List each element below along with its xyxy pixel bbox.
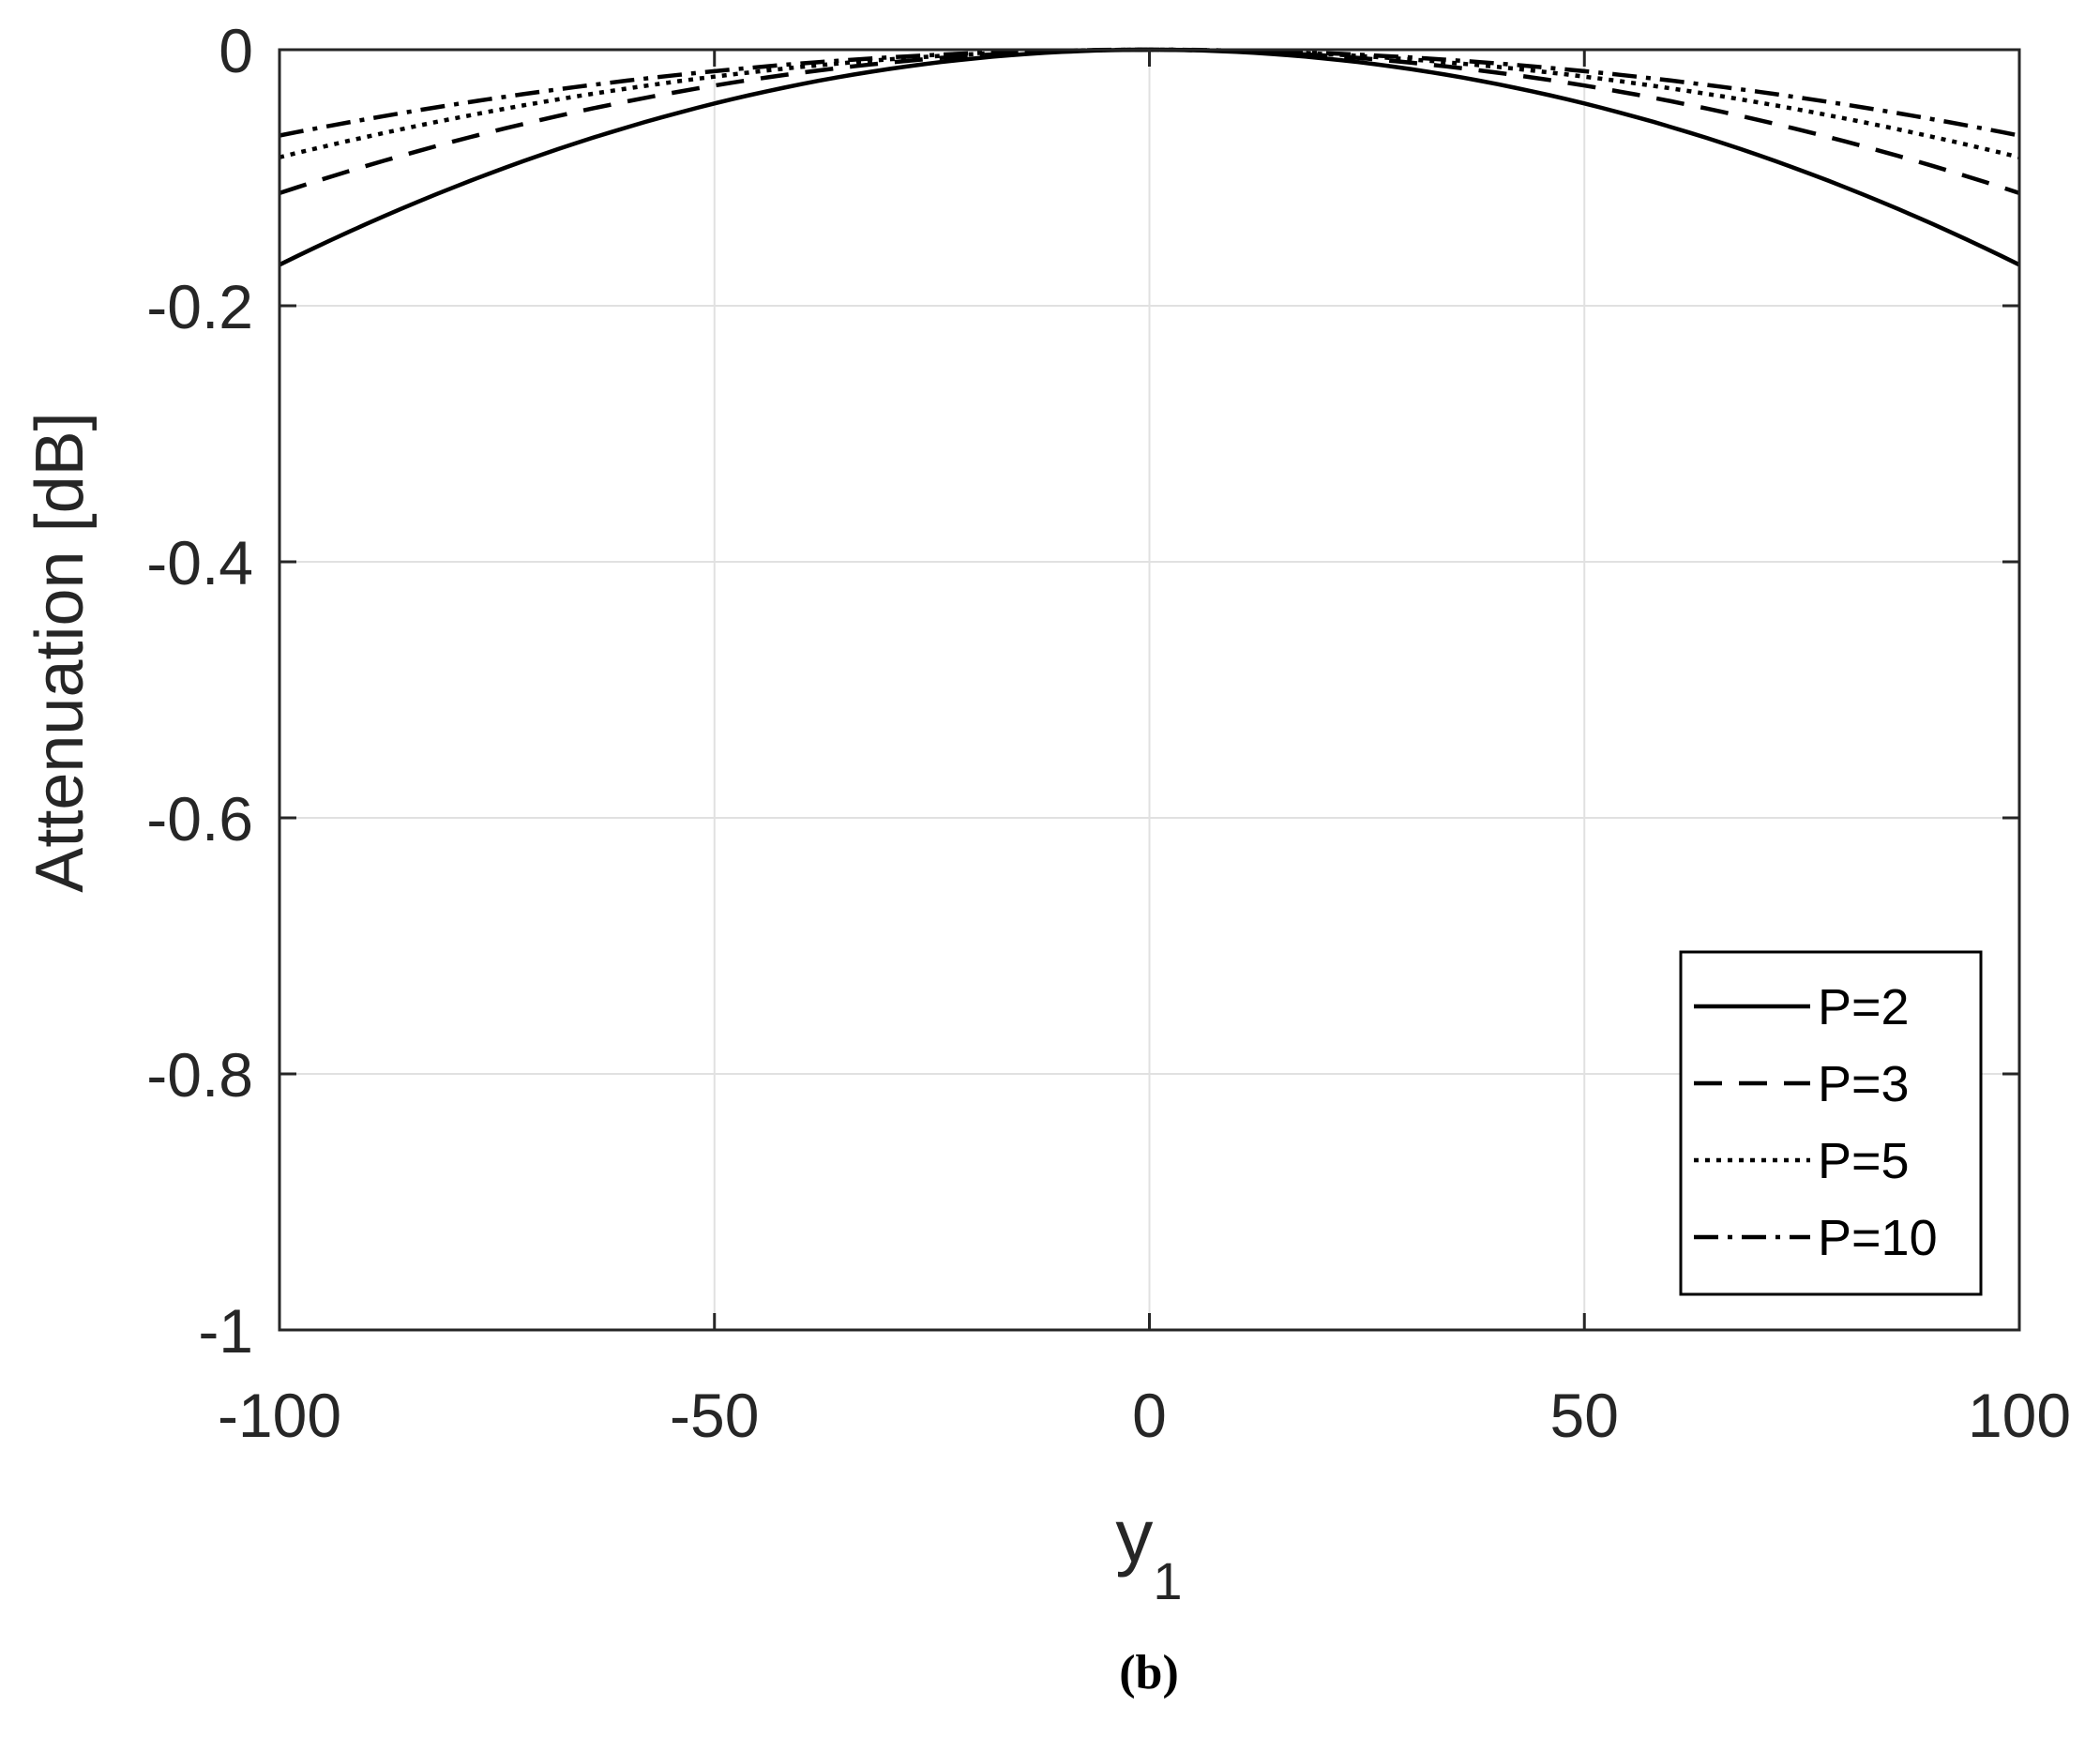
y-tick-label: -0.6 [146,784,253,853]
figure-caption: (b) [1119,1646,1179,1699]
x-tick-label: 0 [1132,1381,1167,1450]
y-tick-label: 0 [219,16,253,85]
x-axis-title: y1 [1115,1494,1182,1610]
x-axis-title-subscript: 1 [1153,1551,1182,1610]
ticks [278,48,2021,1332]
x-tick-label: -50 [670,1381,759,1450]
x-axis-title-main: y [1115,1494,1153,1578]
x-tick-label: -100 [218,1381,341,1450]
y-tick-label: -1 [198,1296,253,1366]
x-tick-label: 100 [1968,1381,2071,1450]
legend: P=2 P=3 P=5 P=10 [1679,950,1983,1296]
tick-labels: -100 -50 0 50 100 0 -0.2 -0.4 -0.6 -0.8 -1 [146,16,2071,1450]
y-tick-label: -0.2 [146,272,253,341]
legend-label-p3: P=3 [1818,1056,1910,1112]
x-tick-label: 50 [1550,1381,1619,1450]
y-tick-label: -0.8 [146,1040,253,1110]
legend-label-p5: P=5 [1818,1133,1910,1189]
legend-label-p10: P=10 [1818,1210,1938,1266]
y-axis-title: Attenuation [dB] [23,412,98,892]
legend-label-p2: P=2 [1818,979,1910,1035]
y-tick-label: -0.4 [146,528,253,597]
